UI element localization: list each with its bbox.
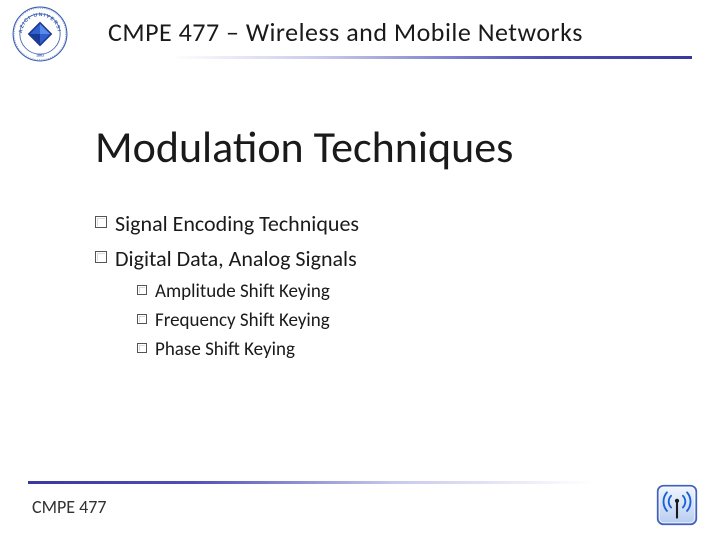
bullet-list: Signal Encoding Techniques Digital Data,… [95, 210, 359, 367]
bullet-text: Signal Encoding Techniques [115, 210, 359, 237]
bullet-square-icon [95, 251, 107, 263]
wireless-icon [656, 484, 698, 526]
list-item: Frequency Shift Keying [137, 309, 359, 332]
slide-header: BOGAZICI UNIVERSITESI 1863 CMPE 477 – Wi… [0, 0, 720, 64]
list-item: Amplitude Shift Keying [137, 280, 359, 303]
svg-text:1863: 1863 [36, 53, 44, 58]
footer-text: CMPE 477 [32, 496, 107, 518]
header-divider [80, 56, 692, 59]
bullet-square-icon [137, 285, 147, 295]
header-title: CMPE 477 – Wireless and Mobile Networks [108, 16, 583, 48]
bullet-square-icon [137, 343, 147, 353]
university-logo: BOGAZICI UNIVERSITESI 1863 [12, 6, 68, 62]
slide-title: Modulation Techniques [95, 120, 513, 174]
bullet-text: Phase Shift Keying [155, 338, 295, 361]
list-item: Phase Shift Keying [137, 338, 359, 361]
footer-divider [28, 481, 692, 484]
bullet-square-icon [137, 314, 147, 324]
bullet-text: Amplitude Shift Keying [155, 280, 330, 303]
list-item: Signal Encoding Techniques [95, 210, 359, 237]
list-item: Digital Data, Analog Signals [95, 245, 359, 272]
bullet-text: Digital Data, Analog Signals [115, 245, 357, 272]
bullet-square-icon [95, 216, 107, 228]
bullet-text: Frequency Shift Keying [155, 309, 330, 332]
